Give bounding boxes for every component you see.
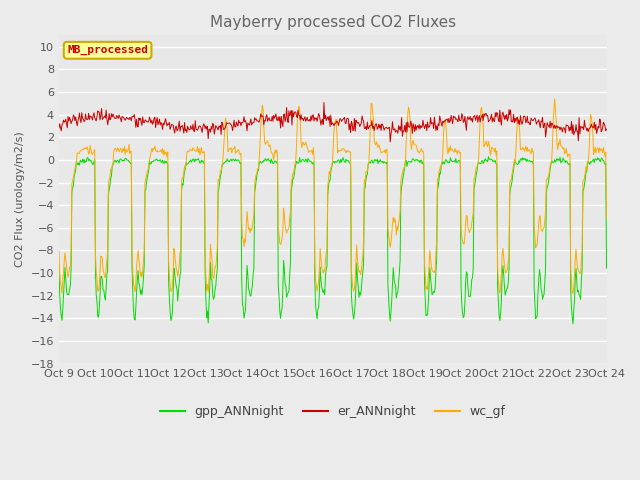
Text: MB_processed: MB_processed: [67, 45, 148, 55]
Legend: gpp_ANNnight, er_ANNnight, wc_gf: gpp_ANNnight, er_ANNnight, wc_gf: [154, 400, 511, 423]
Y-axis label: CO2 Flux (urology/m2/s): CO2 Flux (urology/m2/s): [15, 132, 25, 267]
Title: Mayberry processed CO2 Fluxes: Mayberry processed CO2 Fluxes: [210, 15, 456, 30]
